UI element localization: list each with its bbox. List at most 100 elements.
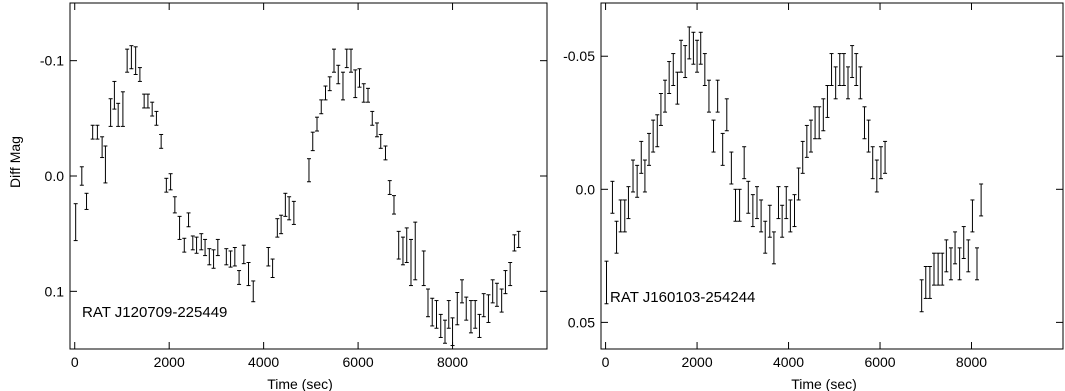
data-point <box>970 199 975 233</box>
data-point <box>862 106 867 140</box>
data-point <box>344 48 349 69</box>
data-point <box>499 288 504 313</box>
data-point <box>796 167 801 201</box>
data-point <box>927 265 932 299</box>
data-point <box>370 110 375 126</box>
data-point <box>336 64 341 85</box>
data-point <box>194 236 199 254</box>
data-point <box>763 220 768 254</box>
data-point <box>425 288 430 318</box>
data-point <box>378 133 383 149</box>
data-point <box>464 296 469 321</box>
x-axis-title-right: Time (sec) <box>791 376 857 391</box>
data-point <box>780 204 785 238</box>
data-point <box>315 116 320 132</box>
data-point <box>614 220 619 254</box>
data-point <box>241 244 246 265</box>
data-point <box>503 270 508 295</box>
data-point <box>804 124 809 158</box>
data-point <box>408 238 413 287</box>
data-point <box>383 145 388 161</box>
data-point <box>829 53 834 87</box>
data-point <box>655 114 660 148</box>
data-point <box>421 250 426 287</box>
data-point <box>391 195 396 215</box>
data-point <box>516 230 521 249</box>
data-point <box>366 87 371 103</box>
data-point <box>663 79 668 113</box>
data-point <box>846 66 851 100</box>
data-point <box>825 85 830 118</box>
data-point <box>400 236 405 266</box>
ticks-right <box>601 3 1063 349</box>
data-point <box>957 247 962 281</box>
data-point <box>486 294 491 323</box>
data-point <box>698 31 703 65</box>
data-point <box>746 180 751 214</box>
data-point <box>850 45 855 79</box>
data-point <box>306 158 311 183</box>
data-point <box>683 45 688 79</box>
data-point <box>695 39 700 73</box>
data-point <box>833 66 838 100</box>
data-point <box>651 119 656 153</box>
data-point <box>837 53 842 87</box>
data-point <box>251 280 256 303</box>
data-point <box>975 247 980 281</box>
data-point <box>133 46 138 76</box>
data-point <box>813 106 818 140</box>
data-point <box>353 69 358 99</box>
data-point <box>279 214 284 235</box>
data-point <box>275 218 280 238</box>
data-point <box>232 247 237 267</box>
data-point <box>215 238 220 257</box>
data-point <box>626 186 631 220</box>
data-points-left <box>73 45 521 347</box>
data-point <box>266 247 271 267</box>
data-point <box>675 71 680 105</box>
data-point <box>841 53 846 87</box>
data-point <box>203 238 208 257</box>
data-point <box>940 252 945 286</box>
data-point <box>446 300 451 329</box>
data-point <box>361 83 366 103</box>
data-point <box>434 300 439 329</box>
data-point <box>631 159 636 193</box>
data-point <box>808 119 813 153</box>
data-point <box>100 136 105 159</box>
data-point <box>323 85 328 101</box>
data-point <box>979 183 984 217</box>
data-point <box>142 93 147 109</box>
x-tick-label-right: 6000 <box>864 354 895 370</box>
data-point <box>508 262 513 287</box>
data-point <box>154 110 159 126</box>
data-point <box>455 291 460 326</box>
data-point <box>182 237 187 253</box>
data-point <box>706 79 711 113</box>
data-point <box>374 122 379 138</box>
data-point <box>776 186 781 220</box>
object-label-right: RAT J160103-254244 <box>610 289 755 306</box>
data-point <box>319 99 324 115</box>
data-point <box>953 231 958 265</box>
data-point <box>270 258 275 278</box>
data-point <box>473 300 478 329</box>
y-axis-title-left: Diff Mag <box>7 136 23 188</box>
data-point <box>729 151 734 185</box>
data-point <box>349 48 354 73</box>
x-tick-label-left: 8000 <box>437 354 468 370</box>
y-tick-label-right: 0.05 <box>568 314 595 330</box>
data-point <box>883 140 888 174</box>
data-point <box>671 53 676 87</box>
tick-labels-left: 0 2000 4000 6000 8000 -0.1 0.0 0.1 <box>40 53 468 370</box>
data-point <box>604 260 609 305</box>
data-point <box>246 262 251 287</box>
data-point <box>164 177 169 193</box>
data-point <box>237 270 242 285</box>
y-tick-label-left: -0.1 <box>40 53 64 69</box>
data-point <box>186 212 191 228</box>
data-point <box>932 252 937 286</box>
data-point <box>172 196 177 214</box>
x-tick-label-left: 4000 <box>248 354 279 370</box>
x-tick-label-right: 2000 <box>681 354 712 370</box>
